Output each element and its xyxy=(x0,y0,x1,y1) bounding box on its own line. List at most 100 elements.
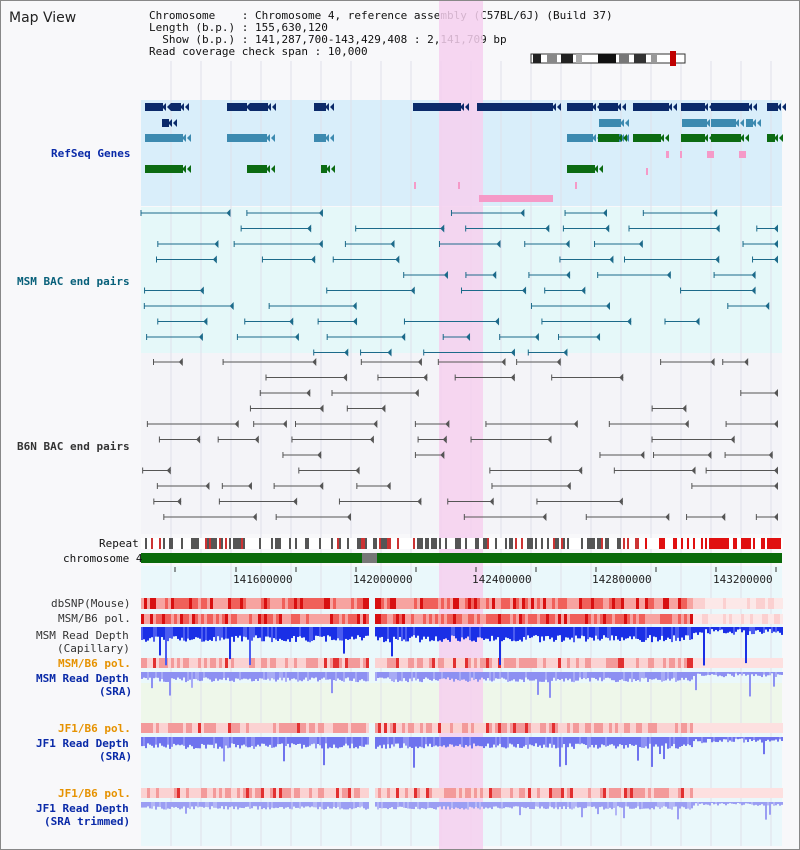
read-depth-bar xyxy=(603,737,605,746)
repeat-mark xyxy=(723,538,725,549)
track-label-jf1-b6-pol-2[interactable]: JF1/B6 pol. xyxy=(58,787,131,800)
track-label-repeat[interactable]: Repeat xyxy=(99,537,139,550)
polymorphism-cell xyxy=(495,658,498,668)
msm-bac-pair-end xyxy=(563,348,568,357)
gene-feature xyxy=(227,134,267,142)
read-depth-bar xyxy=(215,672,217,679)
polymorphism-cell xyxy=(594,614,597,624)
polymorphism-cell xyxy=(243,658,246,668)
track-label-jf1-b6-pol[interactable]: JF1/B6 pol. xyxy=(58,722,131,735)
repeat-mark xyxy=(257,538,259,549)
gene-arrow xyxy=(330,134,334,142)
polymorphism-cell xyxy=(687,598,690,609)
read-depth-bar xyxy=(617,672,619,682)
read-depth-bar xyxy=(435,802,437,810)
track-label-jf1-read-depth[interactable]: JF1 Read Depth xyxy=(36,737,129,750)
polymorphism-cell xyxy=(642,788,645,798)
read-depth-bar xyxy=(237,737,239,745)
track-label-msm-read-depth-sra[interactable]: MSM Read Depth xyxy=(36,672,129,685)
track-label-chromosome[interactable]: chromosome 4 xyxy=(63,552,143,565)
read-depth-bar xyxy=(501,627,503,642)
read-depth-bar xyxy=(769,672,771,676)
read-depth-bar xyxy=(495,672,497,679)
track-label-b6n-bac[interactable]: B6N BAC end pairs xyxy=(17,440,130,453)
b6n-bac-pair-end xyxy=(744,358,749,366)
polymorphism-cell xyxy=(657,598,660,609)
read-depth-bar xyxy=(361,672,363,680)
polymorphism-cell xyxy=(468,723,471,733)
read-depth-bar xyxy=(407,627,409,642)
track-label-refseq[interactable]: RefSeq Genes xyxy=(51,147,131,160)
polymorphism-cell xyxy=(315,598,318,609)
repeat-mark xyxy=(553,538,555,549)
ideogram-band xyxy=(598,54,616,63)
polymorphism-cell xyxy=(555,598,558,609)
track-label-msm-bac[interactable]: MSM BAC end pairs xyxy=(17,275,130,288)
b6n-bac-pair-end xyxy=(319,482,324,490)
gene-feature xyxy=(145,103,163,111)
polymorphism-cell xyxy=(141,658,144,668)
track-label-msm-b6-pol[interactable]: MSM/B6 pol. xyxy=(58,612,131,625)
gene-arrow xyxy=(757,119,761,127)
polymorphism-cell xyxy=(714,658,717,668)
msm-bac-pair-end xyxy=(443,271,448,279)
read-depth-bar xyxy=(481,737,483,747)
polymorphism-cell xyxy=(297,658,300,668)
polymorphism-cell xyxy=(198,723,201,733)
track-label-jf1-read-depth-2[interactable]: JF1 Read Depth xyxy=(36,802,129,815)
read-depth-bar xyxy=(607,737,609,746)
polymorphism-cell xyxy=(657,788,660,798)
polymorphism-cell xyxy=(696,723,699,733)
polymorphism-cell xyxy=(750,598,753,609)
polymorphism-cell xyxy=(186,598,189,609)
polymorphism-cell xyxy=(237,658,240,668)
polymorphism-cell xyxy=(624,614,627,624)
read-depth-bar xyxy=(225,672,227,681)
selection-highlight xyxy=(439,1,483,849)
read-depth-bar xyxy=(149,627,151,639)
repeat-mark xyxy=(349,538,351,549)
repeat-mark xyxy=(587,538,589,549)
polymorphism-cell xyxy=(537,788,540,798)
read-depth-bar xyxy=(617,737,619,747)
read-depth-bar xyxy=(277,672,279,680)
read-depth-bar xyxy=(203,802,205,808)
polymorphism-cell xyxy=(444,723,447,733)
track-label-msm-read-depth[interactable]: MSM Read Depth xyxy=(36,629,129,642)
polymorphism-cell xyxy=(450,658,453,668)
polymorphism-cell xyxy=(678,788,681,798)
polymorphism-cell xyxy=(570,598,573,609)
read-depth-bar xyxy=(323,627,325,637)
read-depth-bar xyxy=(251,737,253,746)
repeat-mark xyxy=(497,538,499,549)
track-label-dbsnp[interactable]: dbSNP(Mouse) xyxy=(51,597,131,610)
read-depth-bar xyxy=(739,672,741,675)
read-depth-bar xyxy=(151,627,153,638)
read-depth-bar xyxy=(267,737,269,747)
track-label-msm-b6-pol-sra[interactable]: MSM/B6 pol. xyxy=(58,657,131,670)
repeat-mark xyxy=(659,538,661,549)
repeat-mark xyxy=(731,538,733,549)
polymorphism-cell xyxy=(663,614,666,624)
read-depth-bar xyxy=(457,672,459,681)
read-depth-bar xyxy=(177,672,179,678)
read-depth-bar xyxy=(231,672,233,681)
read-depth-bar xyxy=(543,802,545,809)
read-depth-bar xyxy=(565,802,567,810)
read-depth-bar xyxy=(443,802,445,807)
read-depth-bar xyxy=(757,802,759,806)
polymorphism-cell xyxy=(780,614,783,624)
read-depth-bar xyxy=(389,802,391,808)
read-depth-bar xyxy=(469,672,471,682)
read-depth-bar xyxy=(683,802,685,808)
polymorphism-cell xyxy=(186,723,189,733)
read-depth-bar xyxy=(249,627,251,666)
read-depth-bar xyxy=(687,802,689,809)
read-depth-bar xyxy=(183,627,185,641)
polymorphism-cell xyxy=(336,614,339,624)
polymorphism-cell xyxy=(522,723,525,733)
polymorphism-cell xyxy=(660,658,663,668)
read-depth-bar xyxy=(505,737,507,749)
polymorphism-cell xyxy=(549,598,552,609)
